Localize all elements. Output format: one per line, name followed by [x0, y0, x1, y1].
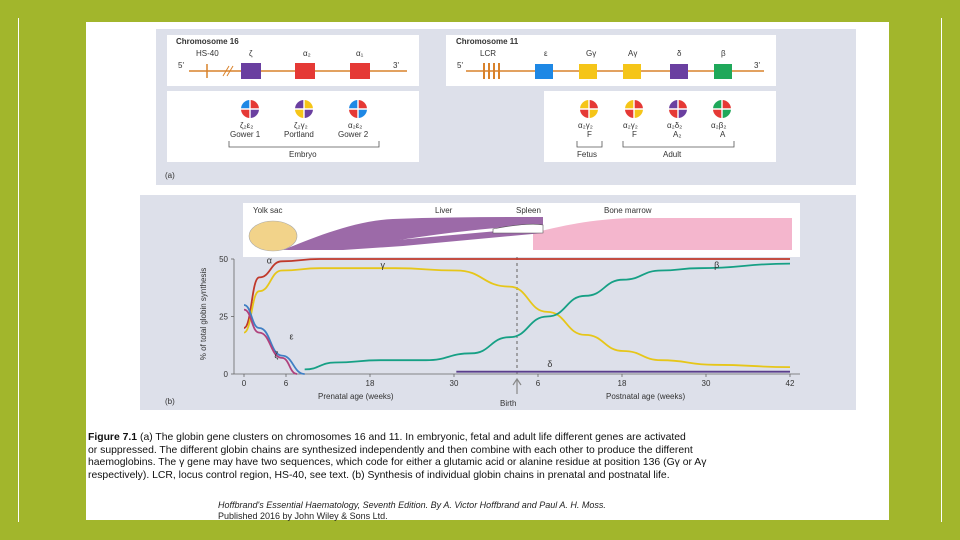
- chr11-gene-diagram: [466, 63, 764, 79]
- chr16-hemoglobin-circles: [228, 100, 380, 148]
- hb-name-a: A: [720, 130, 726, 139]
- chr11-title: Chromosome 11: [456, 37, 519, 46]
- credit-line-1: Hoffbrand's Essential Haematology, Seven…: [218, 500, 606, 510]
- x-tick-label: 42: [786, 379, 795, 388]
- chr16-gene-box: [167, 35, 419, 86]
- hb-formula-gower2: α₂ε₂: [348, 121, 363, 130]
- synthesis-sites-band: [243, 203, 800, 257]
- caption-fig-number: Figure 7.1: [88, 432, 138, 443]
- series-label-ζ: ζ: [274, 350, 278, 360]
- birth-arrow-head: [512, 377, 522, 386]
- series-line-ζ: [243, 308, 298, 375]
- credit-line-2: Published 2016 by John Wiley & Sons Ltd.: [218, 511, 388, 521]
- birth-label: Birth: [500, 399, 517, 408]
- embryo-label: Embryo: [289, 150, 317, 159]
- globin-synthesis-chart: 0 25 50 0 6 18 30 6 18 30 42 α γ β ε ζ δ: [219, 255, 800, 394]
- chr16-hemoglobin-box: [167, 91, 419, 162]
- y-tick-label: 0: [224, 370, 229, 379]
- series-line-γ: [243, 267, 791, 368]
- part-a-label: (a): [165, 171, 175, 180]
- x-tick-label: 30: [450, 379, 459, 388]
- hb-name-gower1: Gower 1: [230, 130, 261, 139]
- chr16-3prime: 3': [393, 61, 399, 70]
- frame-line-right: [941, 18, 942, 522]
- y-tick-label: 50: [219, 255, 228, 264]
- site-yolk-sac: Yolk sac: [253, 206, 283, 215]
- source-credit: Hoffbrand's Essential Haematology, Seven…: [218, 500, 606, 522]
- chr11-gene-epsilon: ε: [544, 49, 548, 58]
- series-label-ε: ε: [290, 332, 294, 342]
- adult-label: Adult: [663, 150, 682, 159]
- chr11-gene-a-gamma: Aγ: [628, 49, 638, 58]
- caption-line-2: or suppressed. The different globin chai…: [88, 444, 693, 456]
- site-bone-marrow: Bone marrow: [604, 206, 652, 215]
- hb-formula-a2: α₂δ₂: [667, 121, 683, 130]
- part-b-label: (b): [165, 397, 175, 406]
- series-line-α: [243, 258, 790, 329]
- series-label-δ: δ: [547, 359, 552, 369]
- x-tick-label: 0: [242, 379, 247, 388]
- chr16-gene-diagram: [189, 63, 407, 79]
- chr11-gene-g-gamma: Gγ: [586, 49, 597, 58]
- hb-name-gower2: Gower 2: [338, 130, 369, 139]
- hb-name-a2: A₂: [673, 130, 682, 139]
- chr11-gene-beta: β: [721, 49, 726, 58]
- x-tick-label: 30: [702, 379, 711, 388]
- chr16-gene-alpha1: α₁: [356, 49, 364, 58]
- hb-formula-f2: α₂γ₂: [623, 121, 638, 130]
- x-tick-label: 6: [284, 379, 289, 388]
- x-tick-label: 18: [618, 379, 627, 388]
- chr11-lcr: LCR: [480, 49, 497, 58]
- site-spleen: Spleen: [516, 206, 541, 215]
- caption-line-4: respectively). LCR, locus control region…: [88, 469, 670, 481]
- caption-line-1: Figure 7.1 (a) The globin gene clusters …: [88, 432, 686, 443]
- chr11-3prime: 3': [754, 61, 760, 70]
- chr11-hemoglobin-circles: [576, 100, 735, 148]
- chart-y-axis-label: % of total globin synthesis: [199, 267, 208, 361]
- chr16-gene-alpha2: α₂: [303, 49, 311, 58]
- series-line-ε: [243, 304, 305, 375]
- x-tick-label: 6: [536, 379, 541, 388]
- series-label-β: β: [714, 260, 719, 270]
- x-axis-label-postnatal: Postnatal age (weeks): [606, 392, 686, 401]
- site-liver: Liver: [435, 206, 453, 215]
- series-line-β: [304, 262, 791, 371]
- chr11-gene-delta: δ: [677, 49, 682, 58]
- series-label-γ: γ: [381, 260, 386, 270]
- caption-line-3: haemoglobins. The γ gene may have two se…: [88, 457, 707, 469]
- chr16-gene-zeta: ζ: [249, 49, 253, 58]
- frame-line-left: [18, 18, 19, 522]
- x-axis-label-prenatal: Prenatal age (weeks): [318, 392, 394, 401]
- hb-formula-portland: ζ₂γ₂: [294, 121, 308, 130]
- hb-name-f1: F: [587, 130, 592, 139]
- chr16-hs40: HS-40: [196, 49, 219, 58]
- chr11-5prime: 5': [457, 61, 463, 70]
- y-tick-label: 25: [219, 313, 228, 322]
- chr16-5prime: 5': [178, 61, 184, 70]
- hb-name-portland: Portland: [284, 130, 314, 139]
- figure-caption: Figure 7.1 (a) The globin gene clusters …: [88, 432, 888, 482]
- series-label-α: α: [267, 256, 272, 266]
- hb-formula-a: α₂β₂: [711, 121, 727, 130]
- fetus-label: Fetus: [577, 150, 598, 159]
- hb-formula-f1: α₂γ₂: [578, 121, 593, 130]
- x-tick-label: 18: [366, 379, 375, 388]
- hb-name-f2: F: [632, 130, 637, 139]
- chr16-title: Chromosome 16: [176, 37, 239, 46]
- hb-formula-gower1: ζ₂ε₂: [240, 121, 254, 130]
